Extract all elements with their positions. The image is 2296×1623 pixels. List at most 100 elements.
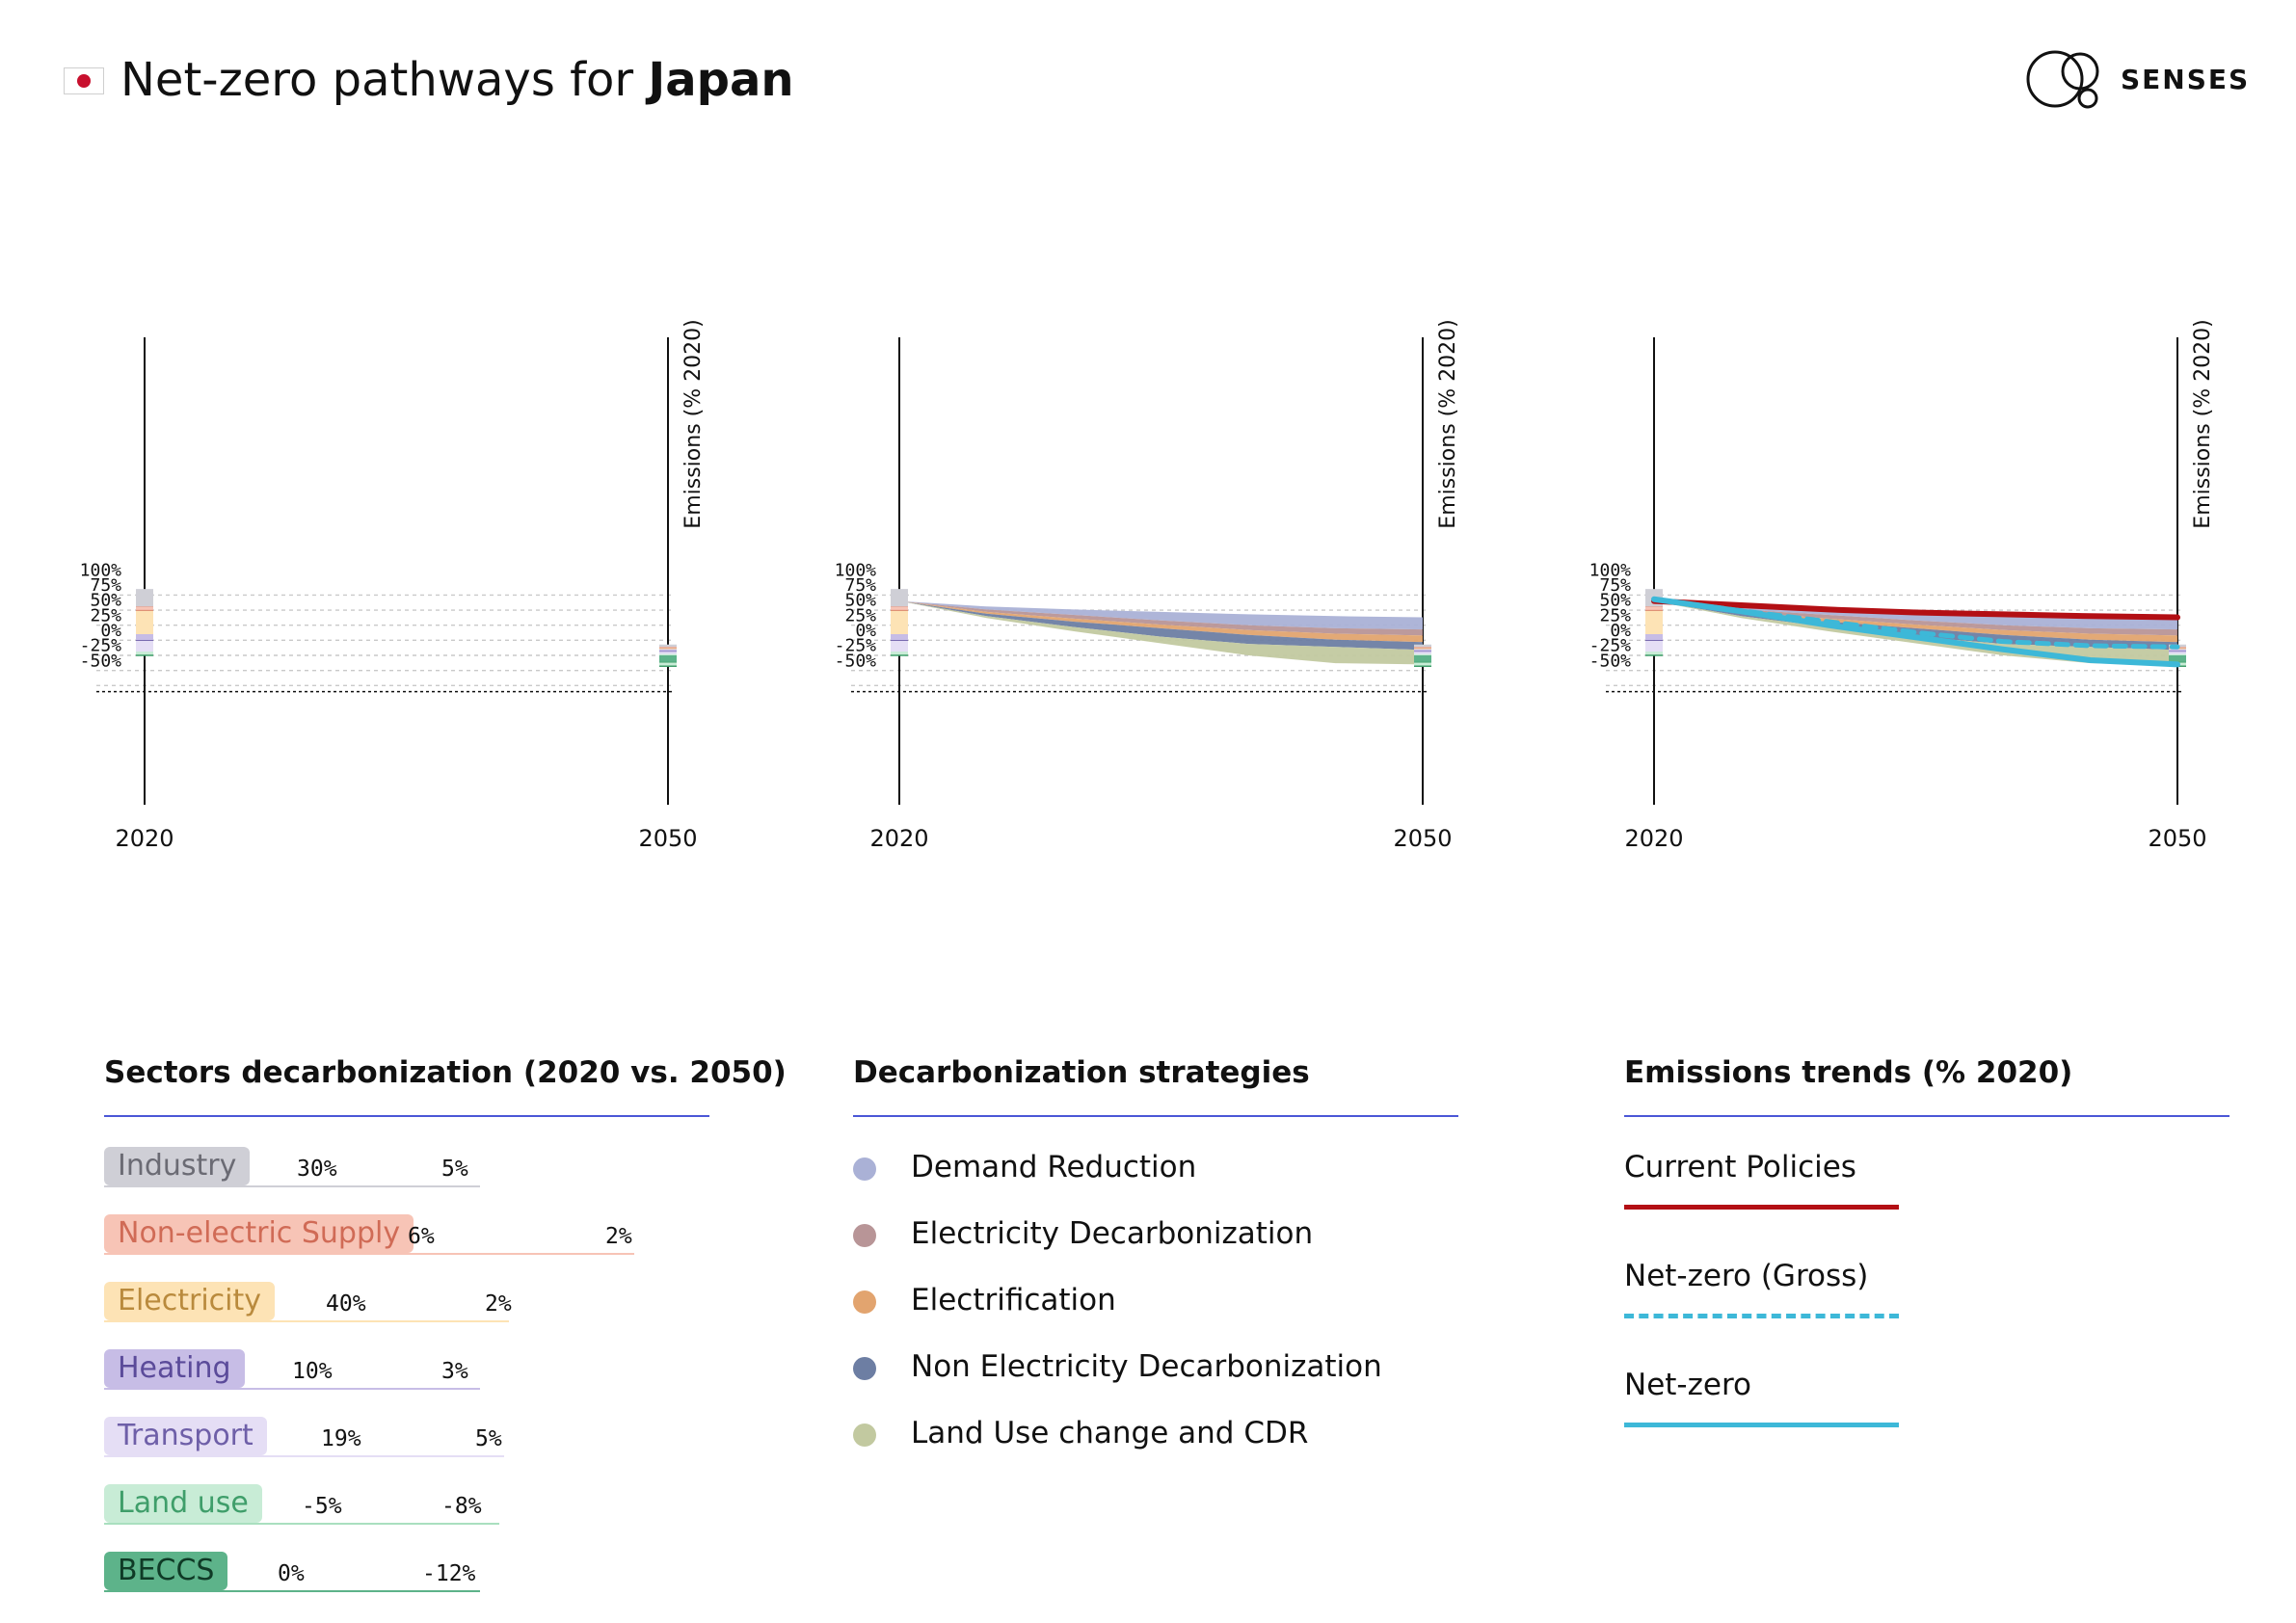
band-demand-reduction bbox=[899, 600, 1423, 630]
x-label-2020: 2020 bbox=[115, 825, 174, 852]
strategies-legend-title: Decarbonization strategies bbox=[853, 1055, 1310, 1090]
y-tick-label: 25% bbox=[1599, 605, 1631, 625]
sector-bar-segment bbox=[891, 640, 908, 652]
sectors-legend-title: Sectors decarbonization (2020 vs. 2050) bbox=[104, 1055, 787, 1090]
sector-underline bbox=[104, 1455, 504, 1457]
sectors-chart: 100%75%50%25%0%-25%-50% 2020 2050 Emissions… bbox=[80, 319, 706, 852]
sector-bar-segment bbox=[2169, 652, 2186, 655]
band-electricity-decarbonization bbox=[1654, 600, 2177, 636]
trend-swatch-line bbox=[1624, 1314, 1899, 1318]
sector-bar-segment bbox=[136, 634, 153, 641]
strategy-label: Non Electricity Decarbonization bbox=[911, 1349, 1382, 1384]
trends-chart: 100%75%50%25%0%-25%-50% 2020 2050 Emissions… bbox=[1589, 319, 2215, 852]
sector-underline bbox=[104, 1590, 480, 1592]
x-label-2050: 2050 bbox=[2148, 825, 2206, 852]
sector-value-2050: -8% bbox=[441, 1494, 482, 1519]
sector-label: Transport bbox=[104, 1417, 267, 1455]
y-tick-label: 100% bbox=[1589, 560, 1632, 580]
sector-bar-segment bbox=[891, 606, 908, 611]
trend-label: Current Policies bbox=[1624, 1150, 1856, 1184]
trend-label: Net-zero (Gross) bbox=[1624, 1259, 1869, 1293]
strategy-label: Electricity Decarbonization bbox=[911, 1216, 1314, 1251]
sector-value-2050: -12% bbox=[422, 1561, 476, 1586]
x-label-2020: 2020 bbox=[869, 825, 928, 852]
sector-value-2020: 19% bbox=[321, 1426, 361, 1451]
strategy-swatch bbox=[853, 1157, 876, 1181]
y-tick-label: -25% bbox=[1589, 636, 1632, 656]
sector-bar-segment bbox=[891, 634, 908, 641]
sector-underline bbox=[104, 1253, 634, 1255]
sector-underline bbox=[104, 1523, 499, 1525]
sector-bar-segment bbox=[1414, 652, 1431, 655]
sector-underline bbox=[104, 1185, 480, 1187]
sector-bar-segment bbox=[659, 650, 677, 652]
sector-underline bbox=[104, 1320, 509, 1322]
sector-value-2020: 10% bbox=[292, 1359, 333, 1384]
strategies-chart: 100%75%50%25%0%-25%-50% 2020 2050 Emissions… bbox=[835, 319, 1460, 852]
y-tick-label: 25% bbox=[844, 605, 876, 625]
y-tick-label: 0% bbox=[100, 621, 121, 641]
x-label-2050: 2050 bbox=[1393, 825, 1452, 852]
page-title: Net-zero pathways for Japan bbox=[120, 53, 794, 107]
trends-legend-title: Emissions trends (% 2020) bbox=[1624, 1055, 2073, 1090]
sector-bar-segment bbox=[1645, 610, 1663, 635]
sector-bar-segment bbox=[891, 610, 908, 635]
sector-bar-segment bbox=[891, 652, 908, 655]
y-axis-title: Emissions (% 2020) bbox=[2191, 319, 2215, 528]
sector-value-2050: 5% bbox=[475, 1426, 502, 1451]
senses-logo-icon bbox=[2026, 50, 2099, 109]
x-label-2050: 2050 bbox=[638, 825, 697, 852]
y-tick-label: -50% bbox=[835, 651, 877, 671]
sector-bar-segment bbox=[136, 640, 153, 652]
strategies-legend-rule bbox=[853, 1115, 1458, 1117]
sector-bar-segment bbox=[659, 655, 677, 663]
sector-value-2050: 2% bbox=[485, 1291, 512, 1317]
sector-value-2050: 2% bbox=[605, 1224, 632, 1249]
y-tick-label: -25% bbox=[80, 636, 122, 656]
strategy-label: Demand Reduction bbox=[911, 1150, 1197, 1184]
y-tick-label: 25% bbox=[90, 605, 121, 625]
y-tick-label: -25% bbox=[835, 636, 877, 656]
band-non-electricity-decarbonization bbox=[1654, 600, 2177, 651]
y-tick-label: 75% bbox=[1599, 575, 1631, 596]
sector-bar-segment bbox=[1414, 650, 1431, 652]
sector-value-2050: 3% bbox=[441, 1359, 468, 1384]
sector-bar-segment bbox=[659, 662, 677, 667]
band-electrification bbox=[899, 600, 1423, 643]
sector-value-2020: 40% bbox=[326, 1291, 366, 1317]
sector-label: Industry bbox=[104, 1147, 251, 1185]
sector-label: Non-electric Supply bbox=[104, 1214, 414, 1253]
trend-label: Net-zero bbox=[1624, 1368, 1751, 1402]
sector-label: Electricity bbox=[104, 1282, 276, 1320]
strategy-label: Land Use change and CDR bbox=[911, 1416, 1309, 1450]
sector-label: Land use bbox=[104, 1484, 262, 1523]
sector-bar-segment bbox=[136, 606, 153, 611]
y-tick-label: 0% bbox=[855, 621, 876, 641]
strategy-swatch bbox=[853, 1357, 876, 1380]
sector-bar-segment bbox=[1414, 662, 1431, 667]
strategy-swatch bbox=[853, 1224, 876, 1247]
trend-swatch-line bbox=[1624, 1423, 1899, 1427]
sector-label: BECCS bbox=[104, 1552, 228, 1590]
strategy-swatch bbox=[853, 1423, 876, 1447]
x-label-2020: 2020 bbox=[1624, 825, 1683, 852]
sector-bar-segment bbox=[891, 589, 908, 607]
y-tick-label: 0% bbox=[1610, 621, 1631, 641]
trend-swatch-line bbox=[1624, 1205, 1899, 1210]
sector-bar-segment bbox=[2169, 655, 2186, 663]
sector-value-2050: 5% bbox=[441, 1157, 468, 1182]
sector-bar-segment bbox=[1645, 606, 1663, 611]
sector-bar-segment bbox=[1414, 655, 1431, 663]
sectors-legend-rule bbox=[104, 1115, 709, 1117]
band-non-electricity-decarbonization bbox=[899, 600, 1423, 651]
sector-bar-segment bbox=[136, 589, 153, 607]
y-tick-label: 100% bbox=[80, 560, 122, 580]
title-country: Japan bbox=[648, 53, 794, 107]
band-electrification bbox=[1654, 600, 2177, 643]
band-land-use-cdr bbox=[1654, 600, 2177, 665]
sector-bar-segment bbox=[1414, 644, 1431, 648]
japan-flag-icon bbox=[64, 67, 104, 94]
sector-bar-segment bbox=[659, 644, 677, 648]
y-tick-label: 100% bbox=[835, 560, 877, 580]
sector-underline bbox=[104, 1388, 480, 1390]
